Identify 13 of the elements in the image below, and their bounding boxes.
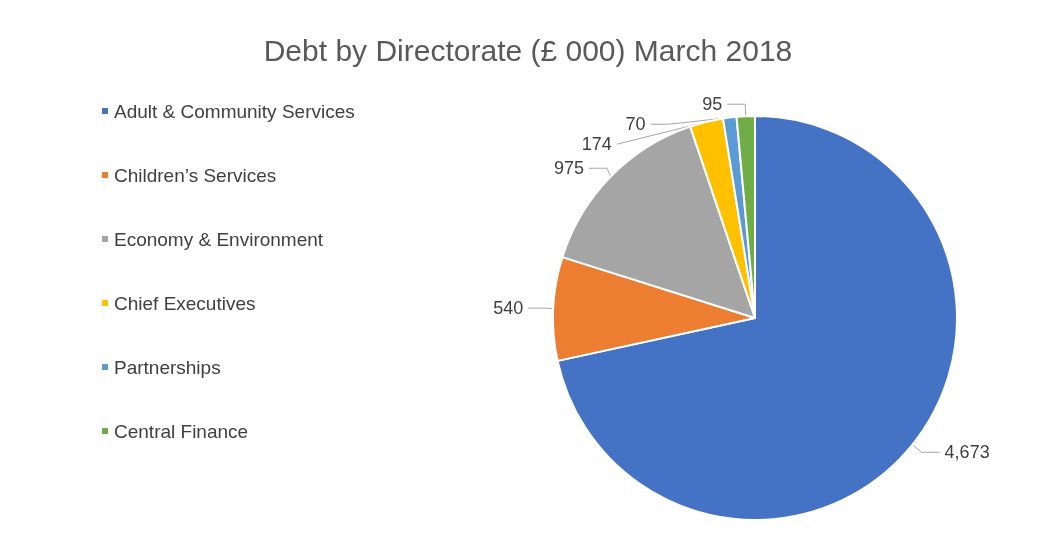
data-label: 975 — [553, 158, 584, 179]
data-label: 70 — [625, 114, 646, 135]
data-label: 95 — [702, 94, 723, 115]
data-label: 540 — [493, 298, 524, 319]
data-label: 174 — [581, 134, 612, 155]
legend-label: Chief Executives — [114, 292, 256, 314]
legend-label: Partnerships — [114, 356, 221, 378]
chart-title: Debt by Directorate (£ 000) March 2018 — [263, 33, 793, 67]
data-label: 4,673 — [944, 442, 990, 463]
legend-label: Children’s Services — [114, 164, 277, 186]
legend-label: Central Finance — [114, 420, 249, 442]
legend-label: Adult & Community Services — [114, 100, 355, 122]
legend-label: Economy & Environment — [114, 228, 324, 250]
